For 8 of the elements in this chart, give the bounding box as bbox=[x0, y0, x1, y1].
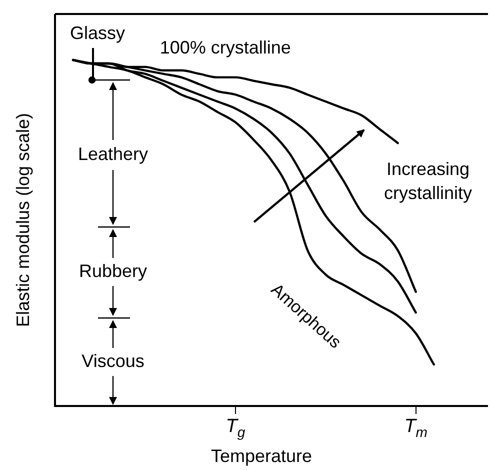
y-axis-title: Elastic modulus (log scale) bbox=[12, 112, 33, 328]
series-label: 100% crystalline bbox=[160, 37, 291, 58]
annotation: Viscous bbox=[82, 350, 144, 371]
text: Glassy bbox=[70, 22, 126, 43]
annotation: Leathery bbox=[78, 144, 148, 164]
x-axis-title: Temperature bbox=[210, 446, 312, 466]
annotation: Increasing crystallinity bbox=[384, 158, 472, 203]
annotation: Rubbery bbox=[78, 260, 148, 281]
